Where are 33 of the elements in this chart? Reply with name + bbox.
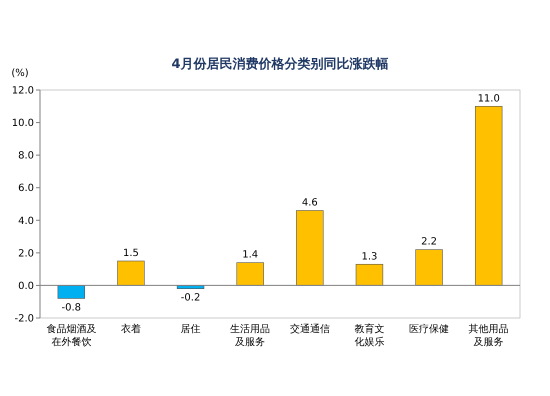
x-tick-label: 生活用品及服务 <box>230 323 270 348</box>
bar <box>58 285 86 299</box>
x-tick-label: 衣着 <box>120 323 141 335</box>
data-label: -0.8 <box>62 302 82 314</box>
data-label: 11.0 <box>478 93 500 104</box>
bar <box>236 262 264 286</box>
y-tick-label: 4.0 <box>18 216 34 227</box>
x-tick-label: 其他用品及服务 <box>468 323 509 348</box>
y-tick-label: 8.0 <box>18 150 34 162</box>
x-tick-label: 居住 <box>180 324 201 335</box>
bar <box>356 264 384 286</box>
bar <box>296 210 324 286</box>
data-label: 4.6 <box>302 198 318 209</box>
bar <box>117 260 145 286</box>
bar <box>474 106 502 286</box>
data-label: 1.4 <box>242 250 258 261</box>
x-tick-label: 食品烟酒及在外餐饮 <box>46 323 96 348</box>
data-label: 1.3 <box>361 251 378 262</box>
bar <box>415 249 443 286</box>
data-label: 1.5 <box>122 248 139 259</box>
data-label: -0.2 <box>180 292 200 304</box>
y-tick-label: 6.0 <box>18 183 34 194</box>
y-tick-label: 2.0 <box>18 248 34 260</box>
x-tick-label: 医疗保健 <box>409 323 450 335</box>
y-tick-label: 10.0 <box>12 118 34 130</box>
data-label: 2.2 <box>421 236 438 248</box>
x-tick-label: 教育文化娱乐 <box>354 323 384 348</box>
y-tick-label: 12.0 <box>12 86 34 96</box>
y-tick-label: -2.0 <box>14 314 34 324</box>
chart-title: 4月份居民消费价格分类别同比涨跌幅 <box>171 57 389 72</box>
y-tick-label: 0.0 <box>18 280 34 292</box>
y-axis-title: (%) <box>11 68 29 79</box>
x-tick-label: 交通通信 <box>290 323 330 335</box>
